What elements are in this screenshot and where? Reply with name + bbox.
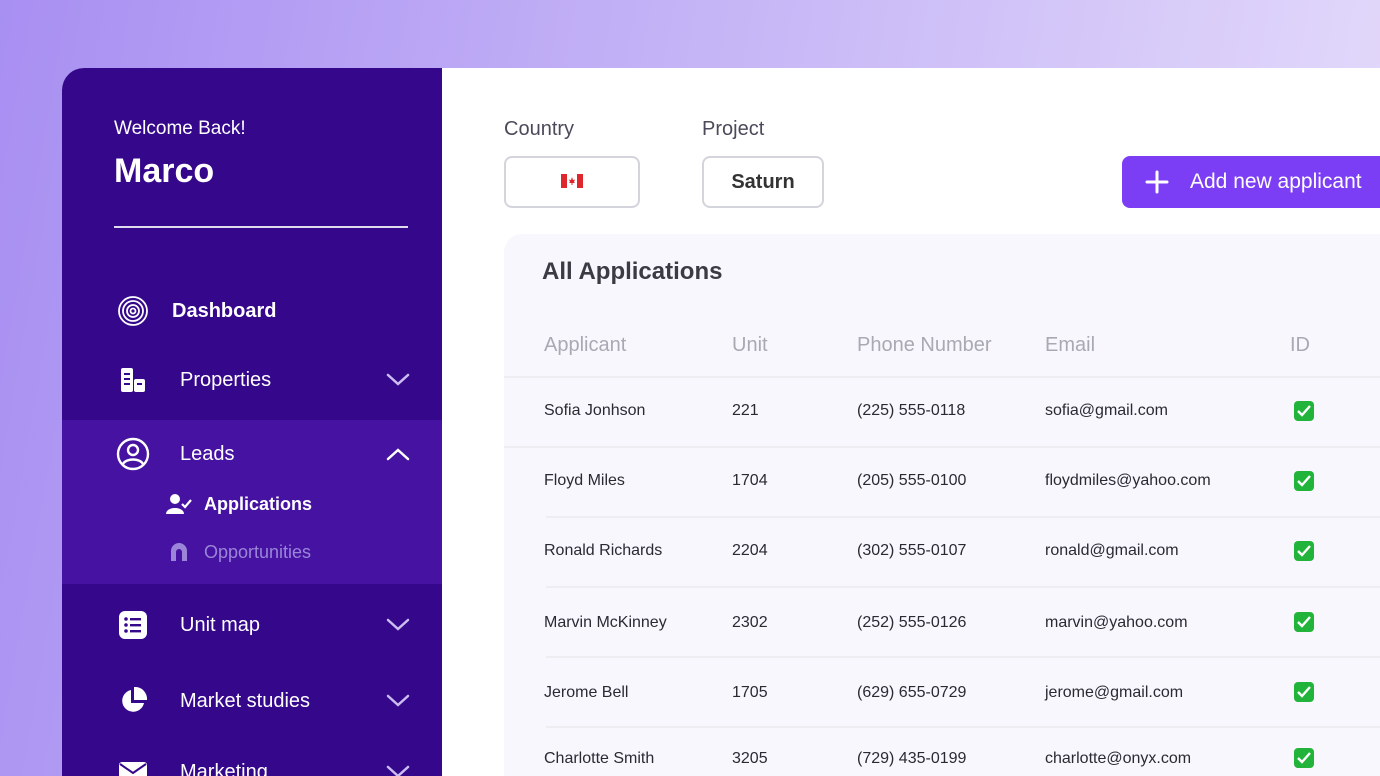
check-icon xyxy=(1294,682,1314,702)
user-name: Marco xyxy=(114,152,215,190)
header-divider xyxy=(504,376,1380,378)
cell-email: ronald@gmail.com xyxy=(1045,542,1179,559)
column-header-id[interactable]: ID xyxy=(1290,334,1310,356)
magnet-icon xyxy=(166,539,192,565)
check-icon xyxy=(1294,748,1314,768)
cell-phone: (252) 555-0126 xyxy=(857,614,967,631)
project-label: Project xyxy=(702,118,765,140)
row-divider xyxy=(546,726,1380,728)
column-header-email[interactable]: Email xyxy=(1045,334,1096,356)
check-icon xyxy=(1294,541,1314,561)
app-window: Welcome Back! Marco Dashboard Properties xyxy=(62,68,1380,776)
cell-phone: (729) 435-0199 xyxy=(857,750,967,767)
sidebar-item-label: Unit map xyxy=(180,613,261,636)
check-icon xyxy=(1294,612,1314,632)
row-divider xyxy=(546,656,1380,658)
sub-item-label: Opportunities xyxy=(204,541,312,562)
row-divider xyxy=(546,586,1380,588)
sidebar-item-unit-map[interactable]: Unit map xyxy=(62,595,442,655)
cell-email: charlotte@onyx.com xyxy=(1045,750,1192,767)
cell-unit: 2204 xyxy=(732,542,768,559)
column-header-phone[interactable]: Phone Number xyxy=(857,334,992,356)
cell-email: sofia@gmail.com xyxy=(1045,402,1168,419)
cell-applicant: Ronald Richards xyxy=(544,542,663,559)
sidebar-item-market-studies[interactable]: Market studies xyxy=(62,671,442,731)
chevron-down-icon[interactable] xyxy=(386,689,410,713)
cell-unit: 3205 xyxy=(732,750,768,767)
column-header-unit[interactable]: Unit xyxy=(732,334,768,356)
sub-item-label: Applications xyxy=(204,493,313,514)
chevron-down-icon[interactable] xyxy=(386,613,410,637)
add-applicant-button[interactable]: Add new applicant xyxy=(1122,156,1380,208)
country-select[interactable] xyxy=(504,156,640,208)
check-icon xyxy=(1294,401,1314,421)
add-applicant-label: Add new applicant xyxy=(1190,170,1362,193)
cell-unit: 2302 xyxy=(732,614,768,631)
cell-unit: 1704 xyxy=(732,472,768,489)
sidebar-item-label: Properties xyxy=(180,368,272,391)
check-icon xyxy=(1294,471,1314,491)
row-divider xyxy=(546,516,1380,518)
sidebar-item-leads[interactable]: Leads xyxy=(62,424,442,484)
sidebar-item-dashboard[interactable]: Dashboard xyxy=(62,281,442,341)
column-header-applicant[interactable]: Applicant xyxy=(544,334,627,356)
cell-email: floydmiles@yahoo.com xyxy=(1045,472,1211,489)
list-icon xyxy=(116,608,150,642)
cell-phone: (225) 555-0118 xyxy=(857,402,966,419)
chevron-down-icon[interactable] xyxy=(386,760,410,776)
cell-unit: 221 xyxy=(732,402,759,419)
sidebar-item-label: Leads xyxy=(180,442,235,465)
sidebar: Welcome Back! Marco Dashboard Properties xyxy=(62,68,442,776)
cell-email: jerome@gmail.com xyxy=(1045,684,1184,701)
sidebar-item-label: Dashboard xyxy=(172,299,277,322)
canada-flag-icon xyxy=(561,171,583,194)
leads-section: Leads Applications Opportunities xyxy=(62,420,442,584)
pie-chart-icon xyxy=(116,684,150,718)
sidebar-subitem-opportunities[interactable]: Opportunities xyxy=(166,537,311,567)
chevron-down-icon[interactable] xyxy=(386,368,410,392)
welcome-text: Welcome Back! xyxy=(114,118,246,139)
cell-unit: 1705 xyxy=(732,684,768,701)
sidebar-item-label: Marketing xyxy=(180,760,268,776)
sidebar-item-marketing[interactable]: Marketing xyxy=(62,742,442,776)
cell-applicant: Charlotte Smith xyxy=(544,750,655,767)
project-select[interactable]: Saturn xyxy=(702,156,824,208)
properties-icon xyxy=(116,363,150,397)
applications-panel: All Applications Applicant Unit Phone Nu… xyxy=(504,234,1380,776)
mail-icon xyxy=(116,755,150,776)
cell-applicant: Sofia Jonhson xyxy=(544,402,646,419)
cell-phone: (302) 555-0107 xyxy=(857,542,967,559)
user-check-icon xyxy=(166,491,192,517)
cell-phone: (629) 655-0729 xyxy=(857,684,967,701)
sidebar-item-label: Market studies xyxy=(180,689,311,712)
cell-applicant: Floyd Miles xyxy=(544,472,625,489)
country-label: Country xyxy=(504,118,575,140)
panel-title: All Applications xyxy=(542,258,723,285)
cell-phone: (205) 555-0100 xyxy=(857,472,967,489)
dashboard-icon xyxy=(116,294,150,328)
sidebar-divider xyxy=(114,226,408,228)
cell-applicant: Marvin McKinney xyxy=(544,614,667,631)
cell-applicant: Jerome Bell xyxy=(544,684,629,701)
plus-icon xyxy=(1144,169,1170,195)
sidebar-subitem-applications[interactable]: Applications xyxy=(166,489,312,519)
sidebar-item-properties[interactable]: Properties xyxy=(62,350,442,410)
chevron-up-icon[interactable] xyxy=(386,442,410,466)
row-divider xyxy=(504,446,1380,448)
main-content: Country Project Saturn Add new applicant… xyxy=(442,68,1380,776)
user-circle-icon xyxy=(116,437,150,471)
cell-email: marvin@yahoo.com xyxy=(1045,614,1188,631)
